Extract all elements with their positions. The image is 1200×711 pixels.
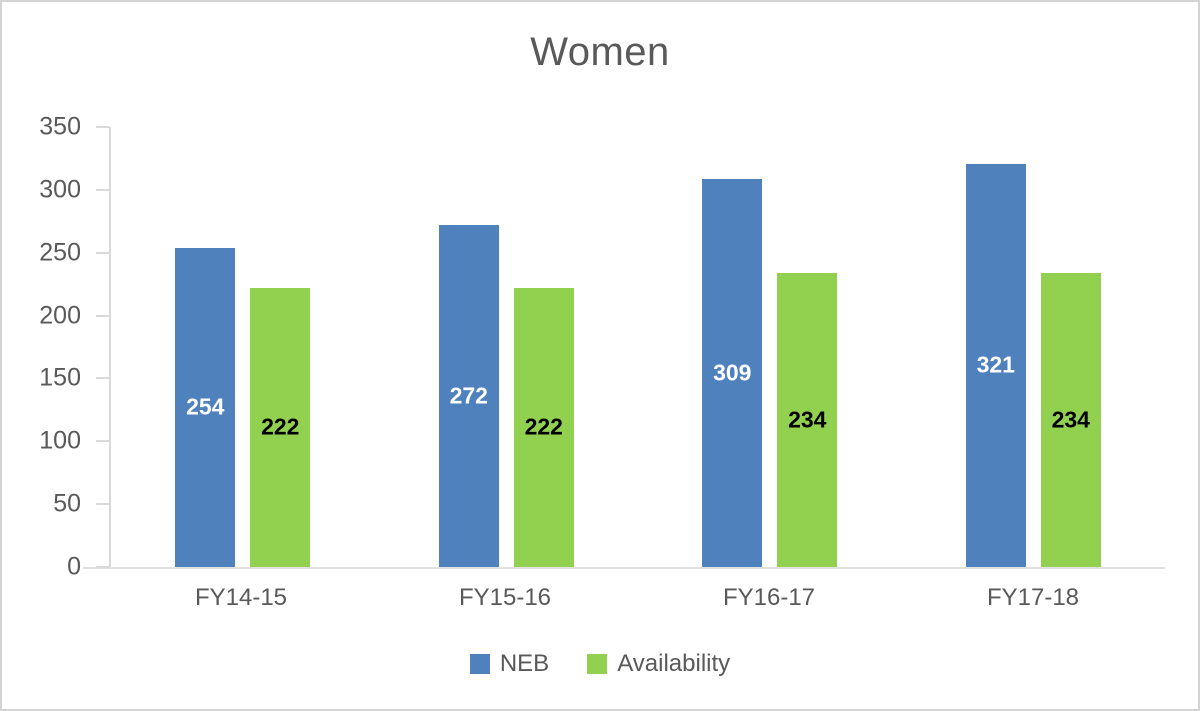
- legend-swatch-icon: [469, 654, 490, 674]
- bar-group-fy15-16: 272 222: [375, 127, 639, 567]
- y-axis-label: 150: [39, 363, 81, 392]
- bar-availability-fy16-17: 234: [777, 272, 838, 567]
- y-axis-label: 200: [39, 301, 81, 330]
- y-axis-tick: [96, 503, 109, 506]
- x-axis-line: [83, 567, 1165, 569]
- legend: NEB Availability: [2, 650, 1198, 678]
- y-axis-label: 350: [39, 112, 81, 141]
- data-label-availability: 234: [1051, 406, 1090, 433]
- y-axis-tick: [96, 377, 109, 380]
- data-label-neb: 254: [186, 393, 225, 420]
- x-axis-label: FY14-15: [194, 584, 288, 611]
- x-axis-label: FY17-18: [986, 584, 1080, 611]
- bar-availability-fy14-15: 222: [250, 287, 311, 567]
- data-label-availability: 222: [261, 413, 300, 440]
- legend-label: NEB: [499, 650, 550, 677]
- bar-group-fy17-18: 321 234: [902, 127, 1166, 567]
- y-axis-label: 250: [39, 238, 81, 267]
- bar-availability-fy17-18: 234: [1040, 272, 1101, 567]
- data-label-neb: 309: [713, 359, 752, 386]
- data-label-neb: 272: [449, 382, 488, 409]
- x-axis-label: FY15-16: [458, 584, 552, 611]
- y-axis-label: 100: [39, 426, 81, 455]
- bar-groups: 254 222 272 222 309 234 321 234: [111, 127, 1165, 567]
- x-axis-label: FY16-17: [722, 584, 816, 611]
- y-axis-label: 300: [39, 175, 81, 204]
- y-axis-label: 50: [53, 489, 81, 518]
- legend-item-availability: Availability: [587, 650, 730, 678]
- legend-label: Availability: [617, 650, 731, 677]
- x-axis-labels: FY14-15 FY15-16 FY16-17 FY17-18: [109, 584, 1165, 612]
- bar-neb-fy17-18: 321: [965, 163, 1026, 567]
- data-label-availability: 234: [788, 406, 827, 433]
- legend-item-neb: NEB: [469, 650, 550, 678]
- data-label-neb: 321: [976, 351, 1015, 378]
- data-label-availability: 222: [524, 413, 563, 440]
- y-axis-tick: [96, 126, 109, 128]
- legend-swatch-icon: [587, 654, 608, 674]
- bar-group-fy14-15: 254 222: [111, 127, 375, 567]
- plot-area: 254 222 272 222 309 234 321 234 0 50 100 150 200 250…: [39, 113, 1165, 581]
- y-axis-tick: [96, 251, 109, 254]
- y-axis-tick: [96, 440, 109, 443]
- chart-title: Women: [530, 30, 670, 74]
- y-axis-tick: [96, 314, 109, 317]
- bar-neb-fy15-16: 272: [438, 225, 499, 567]
- bar-availability-fy15-16: 222: [513, 287, 574, 567]
- bar-neb-fy14-15: 254: [175, 247, 236, 567]
- y-axis-tick: [96, 566, 109, 568]
- y-axis-tick: [96, 188, 109, 191]
- bar-neb-fy16-17: 309: [702, 178, 763, 567]
- bar-group-fy16-17: 309 234: [638, 127, 902, 567]
- y-axis-label: 0: [67, 552, 81, 581]
